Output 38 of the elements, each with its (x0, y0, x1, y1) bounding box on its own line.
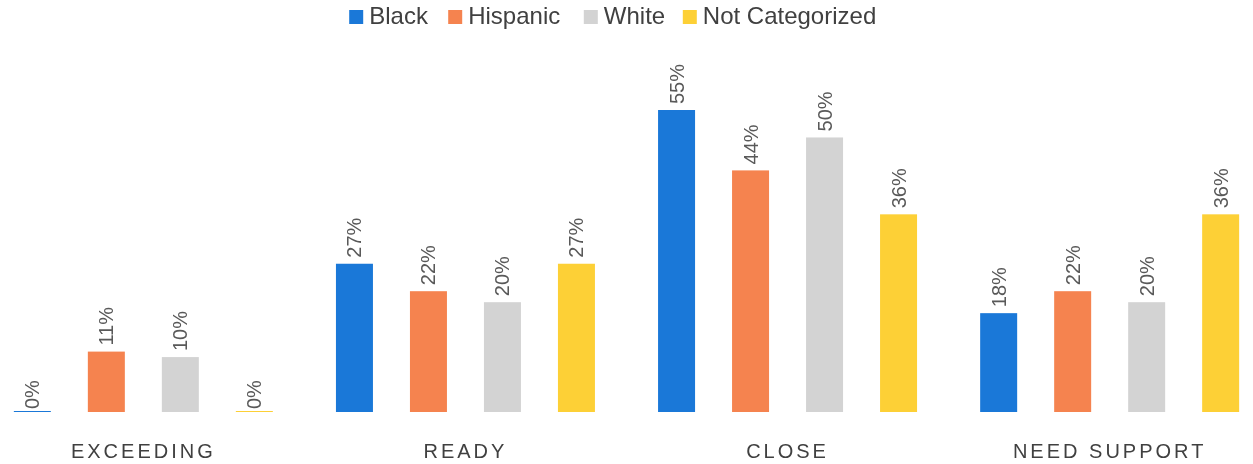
data-label: 20% (491, 255, 514, 297)
x-tick-label: READY (423, 440, 508, 462)
data-label: 20% (1135, 255, 1158, 297)
legend-label: Hispanic (468, 2, 561, 29)
data-label: 27% (565, 217, 588, 258)
data-label: 22% (417, 244, 440, 286)
legend-label: Not Categorized (702, 2, 877, 29)
bar (335, 263, 373, 412)
data-label: 10% (169, 310, 192, 352)
bar (1202, 214, 1240, 412)
x-tick-label: NEED SUPPORT (1012, 440, 1207, 462)
data-label: 22% (1061, 244, 1084, 286)
bar (483, 302, 521, 412)
legend-label: White (603, 2, 666, 29)
data-label: 36% (1209, 168, 1232, 209)
data-label: 50% (813, 91, 836, 132)
legend-label: Black (369, 2, 429, 29)
data-label: 44% (739, 124, 762, 165)
x-tick-label: CLOSE (746, 440, 829, 462)
bar (806, 137, 844, 412)
data-label: 27% (343, 217, 366, 258)
bar (732, 170, 770, 412)
data-label: 18% (987, 266, 1010, 308)
data-label: 11% (95, 306, 118, 346)
bar (161, 357, 199, 412)
bar (1128, 302, 1166, 412)
bar (658, 110, 696, 412)
data-label: 0% (243, 379, 266, 409)
data-label: 36% (887, 168, 910, 209)
bar (880, 214, 918, 412)
bar (557, 263, 595, 412)
data-label: 0% (21, 379, 44, 409)
x-tick-label: EXCEEDING (70, 440, 216, 462)
bar (980, 313, 1018, 412)
data-label: 55% (665, 63, 688, 104)
bar (1054, 291, 1092, 412)
bar (87, 351, 125, 412)
bar (409, 291, 447, 412)
